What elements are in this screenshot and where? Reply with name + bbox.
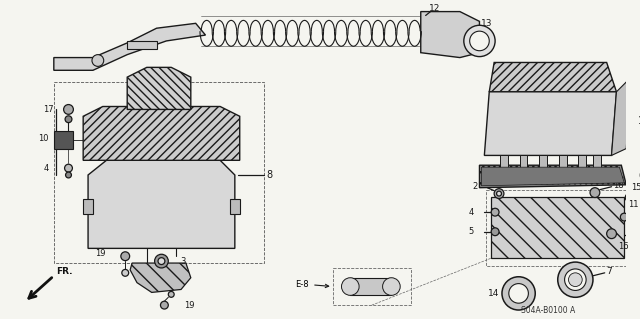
Circle shape	[625, 194, 633, 201]
Circle shape	[168, 292, 174, 297]
Circle shape	[155, 254, 168, 268]
Circle shape	[65, 138, 72, 146]
Text: 4: 4	[468, 208, 474, 217]
Bar	[520, 155, 527, 170]
Polygon shape	[130, 263, 191, 293]
Text: 15: 15	[631, 183, 640, 192]
Polygon shape	[83, 107, 240, 160]
Circle shape	[564, 269, 586, 291]
Circle shape	[464, 25, 495, 56]
Text: 16: 16	[618, 242, 629, 251]
Text: 1: 1	[638, 116, 640, 126]
Circle shape	[557, 262, 593, 297]
Text: 4: 4	[44, 164, 49, 173]
Text: 6: 6	[638, 171, 640, 181]
Polygon shape	[479, 165, 626, 188]
Text: 10: 10	[38, 134, 49, 143]
Text: 5: 5	[468, 227, 474, 236]
Text: FR.: FR.	[56, 267, 72, 276]
Text: 12: 12	[429, 4, 440, 13]
Text: 19: 19	[95, 249, 106, 258]
Bar	[539, 155, 547, 170]
Text: 18: 18	[614, 181, 624, 190]
Polygon shape	[230, 199, 240, 214]
Bar	[579, 155, 586, 170]
Text: 3: 3	[180, 256, 186, 266]
Polygon shape	[127, 67, 191, 109]
Circle shape	[121, 252, 130, 261]
Circle shape	[502, 277, 535, 310]
Bar	[593, 155, 601, 170]
Circle shape	[65, 116, 72, 122]
Bar	[333, 268, 411, 305]
Bar	[486, 190, 631, 266]
Circle shape	[92, 55, 104, 66]
Polygon shape	[420, 11, 479, 57]
Bar	[559, 155, 566, 170]
Circle shape	[65, 172, 72, 178]
Text: E-8: E-8	[296, 279, 329, 289]
Bar	[350, 278, 392, 295]
Circle shape	[568, 273, 582, 286]
Text: 8: 8	[266, 170, 272, 180]
Circle shape	[492, 228, 499, 236]
Text: 17: 17	[43, 105, 54, 114]
Circle shape	[122, 270, 129, 276]
Bar	[127, 41, 157, 49]
Polygon shape	[481, 167, 624, 186]
Bar	[54, 82, 264, 263]
Circle shape	[620, 213, 628, 221]
Circle shape	[158, 258, 165, 264]
Text: 11: 11	[628, 200, 639, 209]
Circle shape	[342, 278, 359, 295]
Circle shape	[590, 188, 600, 197]
Text: 19: 19	[184, 300, 195, 310]
Circle shape	[470, 31, 489, 51]
Polygon shape	[484, 92, 616, 155]
Bar	[500, 155, 508, 170]
Text: S04A-B0100 A: S04A-B0100 A	[521, 306, 575, 315]
Circle shape	[494, 189, 504, 198]
Circle shape	[63, 105, 74, 114]
Polygon shape	[492, 197, 624, 258]
Circle shape	[492, 208, 499, 216]
Polygon shape	[54, 23, 205, 70]
Text: 7: 7	[607, 267, 612, 276]
Circle shape	[607, 229, 616, 239]
Text: 13: 13	[481, 19, 493, 28]
Polygon shape	[489, 63, 616, 92]
Circle shape	[497, 191, 502, 196]
Circle shape	[65, 164, 72, 172]
Polygon shape	[88, 155, 235, 249]
Text: 2: 2	[472, 182, 477, 191]
Circle shape	[161, 301, 168, 309]
Text: 14: 14	[488, 289, 499, 298]
Circle shape	[509, 284, 529, 303]
Polygon shape	[612, 77, 631, 155]
Polygon shape	[83, 199, 93, 214]
Circle shape	[383, 278, 400, 295]
Bar	[54, 131, 74, 149]
